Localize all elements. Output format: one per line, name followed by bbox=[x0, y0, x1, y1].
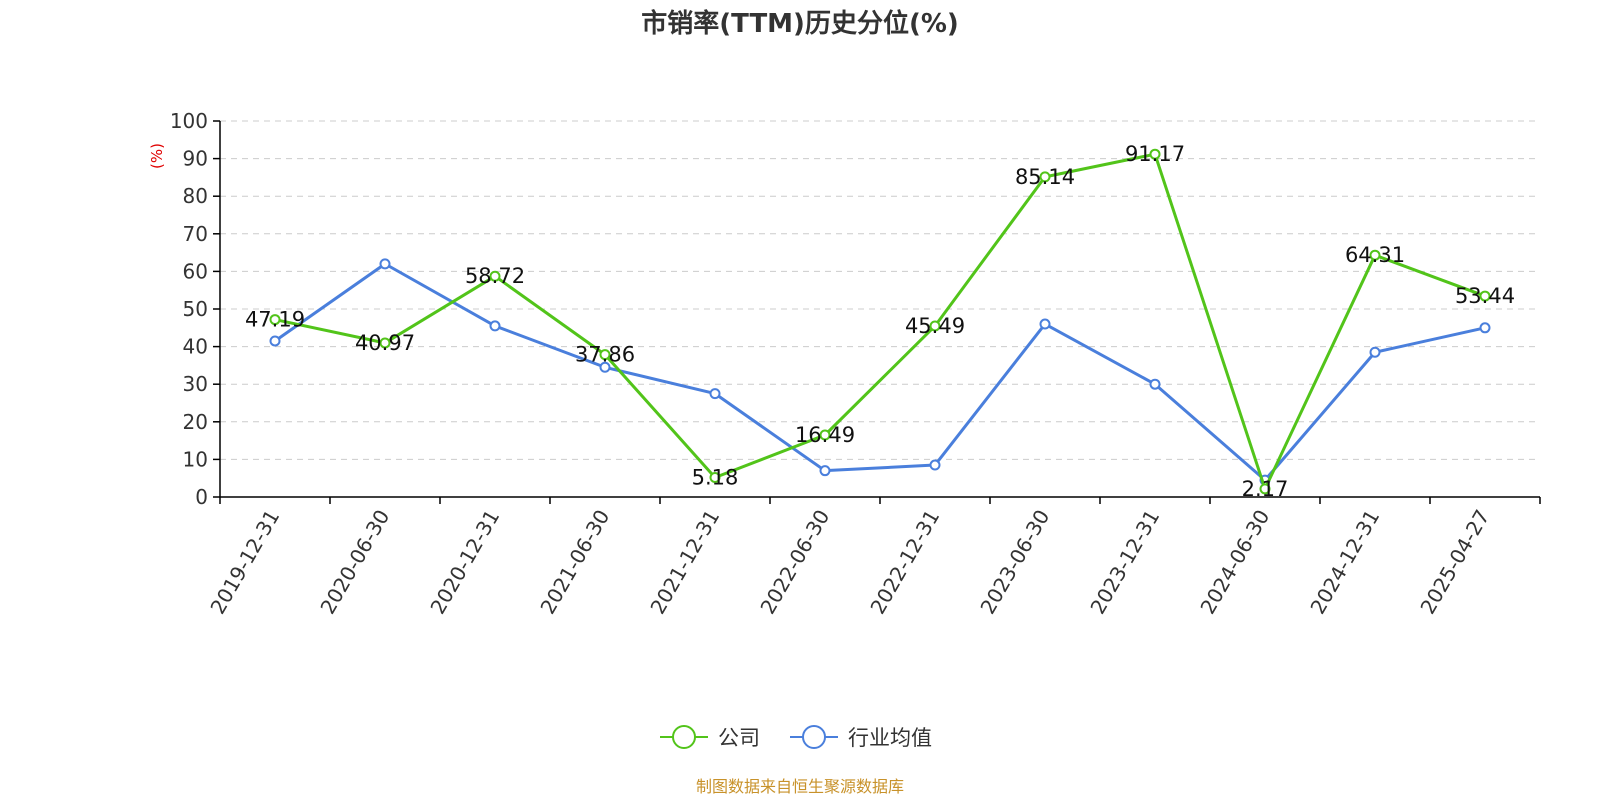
legend-marker-icon bbox=[802, 725, 826, 749]
y-tick-label: 100 bbox=[170, 109, 208, 133]
series-line-0 bbox=[274, 152, 1486, 491]
data-point bbox=[819, 429, 831, 441]
data-point bbox=[1039, 318, 1051, 330]
y-tick-label: 40 bbox=[183, 335, 208, 359]
x-tick-label: 2023-12-31 bbox=[1085, 506, 1164, 619]
legend-label: 行业均值 bbox=[848, 726, 932, 750]
data-label: 58.72 bbox=[465, 264, 525, 288]
x-tick-label: 2024-12-31 bbox=[1305, 506, 1384, 619]
y-tick-label: 30 bbox=[183, 372, 208, 396]
data-point bbox=[379, 258, 391, 270]
x-tick-label: 2020-12-31 bbox=[425, 506, 504, 619]
y-tick-label: 10 bbox=[183, 447, 208, 471]
data-label: 91.17 bbox=[1125, 142, 1185, 166]
data-point bbox=[599, 349, 611, 361]
data-point bbox=[709, 388, 721, 400]
y-tick-label: 60 bbox=[183, 259, 208, 283]
y-tick-label: 90 bbox=[183, 147, 208, 171]
y-tick-label: 80 bbox=[183, 184, 208, 208]
data-point bbox=[929, 459, 941, 471]
chart-title: 市销率(TTM)历史分位(%) bbox=[641, 8, 959, 39]
data-point bbox=[1479, 322, 1491, 334]
x-tick-label: 2021-12-31 bbox=[645, 506, 724, 619]
data-point bbox=[1259, 483, 1271, 495]
data-point bbox=[819, 465, 831, 477]
data-point bbox=[1039, 171, 1051, 183]
data-point bbox=[269, 314, 281, 326]
x-tick-label: 2022-06-30 bbox=[755, 506, 834, 619]
data-label: 64.31 bbox=[1345, 243, 1405, 267]
y-tick-label: 0 bbox=[195, 485, 208, 509]
x-tick-label: 2020-06-30 bbox=[315, 506, 394, 619]
x-tick-label: 2022-12-31 bbox=[865, 506, 944, 619]
data-point bbox=[489, 320, 501, 332]
legend-marker-icon bbox=[672, 725, 696, 749]
legend[interactable]: 公司 行业均值 bbox=[660, 725, 932, 750]
data-labels: 47.19 40.97 58.72 37.86 5.18 16.49 45.49 85.14 9… bbox=[245, 142, 1515, 501]
data-point bbox=[1479, 290, 1491, 302]
y-tick-label: 70 bbox=[183, 222, 208, 246]
y-axis-unit: (%) bbox=[148, 143, 166, 169]
data-label: 37.86 bbox=[575, 343, 635, 367]
x-tick-label: 2024-06-30 bbox=[1195, 506, 1274, 619]
data-point bbox=[1369, 249, 1381, 261]
x-tick-label: 2019-12-31 bbox=[205, 506, 284, 619]
data-point bbox=[1369, 346, 1381, 358]
data-label: 2.17 bbox=[1242, 477, 1289, 501]
data-point bbox=[379, 337, 391, 349]
data-label: 5.18 bbox=[692, 466, 739, 490]
data-point bbox=[1149, 378, 1161, 390]
data-point bbox=[599, 361, 611, 373]
grid bbox=[220, 120, 1540, 460]
series bbox=[269, 148, 1491, 495]
series-line-1 bbox=[274, 262, 1486, 482]
data-point bbox=[709, 472, 721, 484]
x-tick-label: 2023-06-30 bbox=[975, 506, 1054, 619]
y-tick-label: 50 bbox=[183, 297, 208, 321]
y-tick-label: 20 bbox=[183, 410, 208, 434]
axes: 0 10 20 30 40 50 60 70 80 90 100 2019-12-31 2020-06-… bbox=[170, 109, 1541, 619]
data-point bbox=[1149, 148, 1161, 160]
x-tick-label: 2025-04-27 bbox=[1415, 506, 1494, 619]
data-label: 45.49 bbox=[905, 314, 965, 338]
data-point bbox=[489, 270, 501, 282]
data-point bbox=[929, 320, 941, 332]
data-label: 85.14 bbox=[1015, 165, 1075, 189]
data-label: 40.97 bbox=[355, 331, 415, 355]
data-point bbox=[269, 335, 281, 347]
legend-label: 公司 bbox=[718, 726, 760, 750]
source-note: 制图数据来自恒生聚源数据库 bbox=[696, 777, 904, 796]
data-label: 16.49 bbox=[795, 423, 855, 447]
data-label: 53.44 bbox=[1455, 284, 1515, 308]
data-label: 47.19 bbox=[245, 308, 305, 332]
x-tick-label: 2021-06-30 bbox=[535, 506, 614, 619]
